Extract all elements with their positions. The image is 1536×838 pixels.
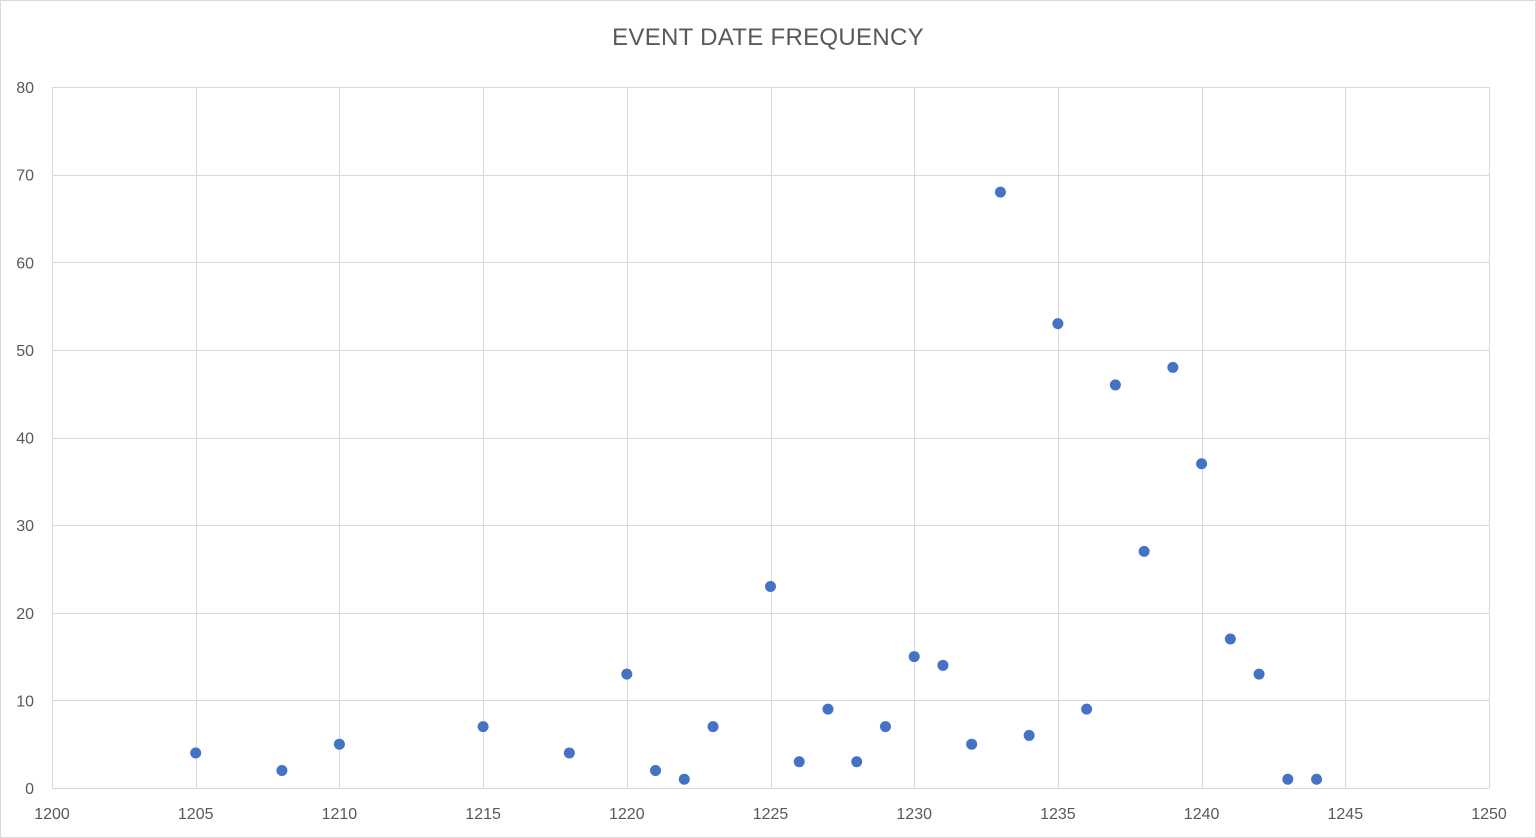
y-tick-label: 10 (16, 693, 34, 710)
y-tick-label: 20 (16, 606, 34, 623)
x-tick-label: 1235 (1040, 806, 1076, 823)
y-tick-label: 60 (16, 255, 34, 272)
data-point[interactable] (333, 738, 345, 750)
x-tick-label: 1205 (178, 806, 214, 823)
data-point[interactable] (1167, 361, 1179, 373)
tick-labels: 1200 1205 1210 1215 1220 1225 1230 1235 1240 1245… (16, 80, 1507, 823)
data-point[interactable] (1138, 545, 1150, 557)
data-point[interactable] (621, 668, 633, 680)
data-points (190, 186, 1323, 785)
gridlines (52, 87, 1490, 789)
x-tick-label: 1215 (465, 806, 501, 823)
data-point[interactable] (190, 747, 202, 759)
data-point[interactable] (707, 721, 719, 733)
x-tick-label: 1250 (1471, 806, 1507, 823)
y-tick-label: 70 (16, 168, 34, 185)
data-point[interactable] (1052, 318, 1064, 330)
data-point[interactable] (793, 756, 805, 768)
data-point[interactable] (563, 747, 575, 759)
data-point[interactable] (822, 703, 834, 715)
y-tick-label: 50 (16, 343, 34, 360)
data-point[interactable] (1081, 703, 1093, 715)
chart-title: EVENT DATE FREQUENCY (612, 24, 924, 51)
data-point[interactable] (1109, 379, 1121, 391)
x-tick-label: 1220 (609, 806, 645, 823)
data-point[interactable] (879, 721, 891, 733)
y-tick-label: 80 (16, 80, 34, 97)
x-tick-label: 1225 (753, 806, 789, 823)
y-tick-label: 40 (16, 431, 34, 448)
data-point[interactable] (1224, 633, 1236, 645)
data-point[interactable] (477, 721, 489, 733)
data-point[interactable] (937, 659, 949, 671)
x-tick-label: 1230 (896, 806, 932, 823)
x-tick-label: 1200 (34, 806, 70, 823)
data-point[interactable] (1023, 729, 1035, 741)
data-point[interactable] (1253, 668, 1265, 680)
data-point[interactable] (678, 773, 690, 785)
data-point[interactable] (650, 764, 662, 776)
data-point[interactable] (966, 738, 978, 750)
data-point[interactable] (1311, 773, 1323, 785)
data-point[interactable] (765, 580, 776, 592)
data-point[interactable] (851, 756, 863, 768)
data-point[interactable] (994, 186, 1006, 198)
y-tick-label: 30 (16, 518, 34, 535)
data-point[interactable] (1196, 458, 1208, 470)
x-tick-label: 1245 (1328, 806, 1364, 823)
x-tick-label: 1210 (322, 806, 358, 823)
data-point[interactable] (908, 651, 920, 663)
y-tick-label: 0 (25, 781, 34, 798)
data-point[interactable] (276, 764, 288, 776)
data-point[interactable] (1282, 773, 1294, 785)
x-tick-label: 1240 (1184, 806, 1220, 823)
